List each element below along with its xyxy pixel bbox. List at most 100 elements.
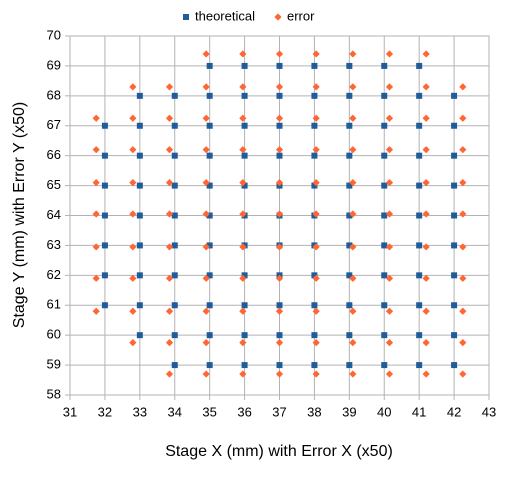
theoretical-point	[206, 62, 213, 69]
error-point	[422, 146, 430, 154]
theoretical-point	[276, 122, 283, 129]
theoretical-point	[241, 332, 248, 339]
error-point	[202, 114, 210, 122]
theoretical-point	[171, 122, 178, 129]
y-axis-title: Stage Y (mm) with Error Y (x50)	[11, 102, 28, 328]
theoretical-point	[206, 272, 213, 279]
error-point	[385, 83, 394, 91]
theoretical-point	[171, 182, 178, 189]
theoretical-point	[171, 152, 178, 159]
error-point	[312, 83, 320, 91]
theoretical-point	[416, 362, 423, 369]
y-tick-label: 67	[47, 117, 61, 132]
error-point	[202, 370, 210, 378]
theoretical-point	[311, 272, 318, 279]
error-point	[385, 210, 394, 218]
x-tick-label: 40	[377, 404, 391, 419]
theoretical-point	[206, 122, 213, 129]
theoretical-point	[451, 362, 458, 369]
y-tick-label: 65	[47, 177, 61, 192]
error-point	[165, 210, 174, 218]
error-point	[129, 339, 137, 347]
error-point	[349, 307, 357, 315]
error-point	[129, 178, 137, 187]
theoretical-point	[381, 272, 388, 279]
theoretical-point	[346, 272, 353, 279]
theoretical-point	[241, 182, 248, 189]
error-point	[459, 83, 467, 91]
theoretical-point	[346, 362, 353, 369]
x-tick-label: 33	[133, 404, 147, 419]
theoretical-point	[416, 332, 423, 339]
theoretical-point	[136, 92, 143, 99]
theoretical-point	[241, 302, 248, 309]
theoretical-point	[241, 272, 248, 279]
y-tick-label: 69	[47, 57, 61, 72]
error-point	[275, 243, 284, 251]
y-tick-label: 59	[47, 357, 61, 372]
error-point	[349, 178, 357, 187]
theoretical-point	[451, 272, 458, 279]
error-point	[312, 307, 320, 315]
theoretical-point	[206, 152, 213, 159]
error-point	[312, 274, 320, 282]
error-point	[129, 146, 137, 154]
theoretical-point	[311, 302, 318, 309]
theoretical-point	[241, 62, 248, 69]
y-tick-label: 68	[47, 87, 61, 102]
error-point	[275, 274, 284, 282]
theoretical-point	[171, 302, 178, 309]
x-tick-label: 42	[447, 404, 461, 419]
x-tick-label: 41	[412, 404, 426, 419]
theoretical-point	[171, 242, 178, 249]
theoretical-point	[136, 182, 143, 189]
error-point	[239, 274, 247, 282]
legend-marker	[183, 14, 189, 20]
error-point	[92, 178, 100, 187]
theoretical-point	[311, 92, 318, 99]
theoretical-point	[101, 212, 108, 219]
theoretical-point	[206, 182, 213, 189]
x-tick-label: 31	[63, 404, 77, 419]
error-point	[202, 83, 210, 91]
error-point	[459, 178, 467, 187]
error-point	[129, 210, 137, 218]
theoretical-point	[381, 362, 388, 369]
error-point	[422, 210, 430, 218]
y-tick-label: 64	[47, 207, 61, 222]
theoretical-point	[276, 92, 283, 99]
error-point	[129, 307, 137, 315]
error-point	[349, 146, 357, 154]
x-tick-label: 37	[272, 404, 286, 419]
error-point	[92, 307, 100, 315]
error-point	[165, 114, 174, 122]
theoretical-point	[241, 92, 248, 99]
error-point	[349, 50, 357, 58]
error-point	[385, 146, 394, 154]
error-point	[422, 370, 430, 378]
error-point	[129, 274, 137, 282]
error-point	[165, 370, 174, 378]
error-point	[349, 210, 357, 218]
theoretical-point	[101, 152, 108, 159]
error-point	[385, 307, 394, 315]
y-tick-label: 60	[47, 327, 61, 342]
error-point	[92, 210, 100, 218]
error-point	[349, 274, 357, 282]
error-point	[202, 50, 210, 58]
theoretical-point	[101, 302, 108, 309]
error-point	[312, 146, 320, 154]
theoretical-point	[451, 182, 458, 189]
error-point	[459, 146, 467, 154]
error-point	[312, 178, 320, 187]
error-point	[349, 83, 357, 91]
theoretical-point	[136, 272, 143, 279]
theoretical-point	[416, 272, 423, 279]
error-point	[422, 114, 430, 122]
error-point	[385, 50, 394, 58]
error-point	[275, 370, 284, 378]
error-point	[422, 339, 430, 347]
theoretical-point	[311, 62, 318, 69]
error-point	[165, 274, 174, 282]
theoretical-point	[416, 152, 423, 159]
